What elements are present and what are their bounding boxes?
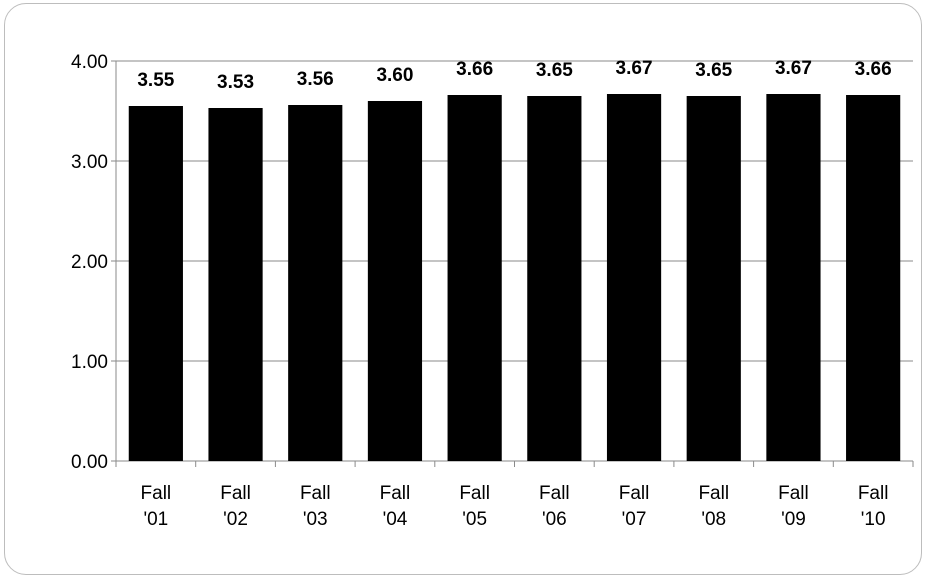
y-tick-label: 4.00 bbox=[71, 52, 108, 73]
x-tick-label: '05 bbox=[462, 509, 487, 530]
y-tick-label: 2.00 bbox=[71, 252, 108, 273]
x-tick-label: Fall bbox=[539, 483, 570, 504]
labels: 0.00 1.00 2.00 3.00 4.00 3.55 Fall '01 3.53 Fall '… bbox=[71, 52, 892, 530]
x-tick-label: '08 bbox=[701, 509, 726, 530]
data-label: 3.53 bbox=[217, 72, 254, 93]
data-label: 3.66 bbox=[456, 59, 493, 80]
data-label: 3.67 bbox=[775, 58, 812, 79]
bar bbox=[447, 95, 502, 461]
data-label: 3.55 bbox=[137, 70, 174, 91]
x-tick-label: Fall bbox=[459, 483, 490, 504]
bar bbox=[367, 101, 423, 461]
bars bbox=[128, 94, 901, 461]
bar bbox=[606, 94, 662, 461]
bar bbox=[846, 95, 901, 461]
x-tick-label: '03 bbox=[303, 509, 328, 530]
x-tick-label: '09 bbox=[781, 509, 806, 530]
data-label: 3.60 bbox=[376, 65, 413, 86]
x-tick-label: Fall bbox=[141, 483, 172, 504]
bar bbox=[128, 106, 183, 461]
data-label: 3.56 bbox=[297, 69, 334, 90]
data-label: 3.66 bbox=[855, 59, 892, 80]
data-label: 3.65 bbox=[536, 60, 573, 81]
x-tick-label: Fall bbox=[619, 483, 650, 504]
x-tick-label: '02 bbox=[223, 509, 248, 530]
x-tick-label: Fall bbox=[220, 483, 251, 504]
bar bbox=[527, 96, 582, 461]
x-tick-label: Fall bbox=[698, 483, 729, 504]
y-tick-label: 3.00 bbox=[71, 152, 108, 173]
x-tick-label: '04 bbox=[383, 509, 408, 530]
y-tick-label: 0.00 bbox=[71, 452, 108, 473]
bar bbox=[766, 94, 821, 461]
x-tick-label: '07 bbox=[622, 509, 647, 530]
x-tick-label: Fall bbox=[380, 483, 411, 504]
bar bbox=[288, 105, 343, 461]
bar bbox=[686, 96, 741, 461]
data-label: 3.67 bbox=[616, 58, 653, 79]
x-tick-label: Fall bbox=[300, 483, 331, 504]
x-tick-label: '10 bbox=[861, 509, 886, 530]
y-tick-label: 1.00 bbox=[71, 352, 108, 373]
x-tick-label: Fall bbox=[778, 483, 809, 504]
x-tick-label: '06 bbox=[542, 509, 567, 530]
x-tick-label: '01 bbox=[143, 509, 168, 530]
bar bbox=[208, 108, 263, 461]
x-tick-label: Fall bbox=[858, 483, 889, 504]
data-label: 3.65 bbox=[695, 60, 732, 81]
